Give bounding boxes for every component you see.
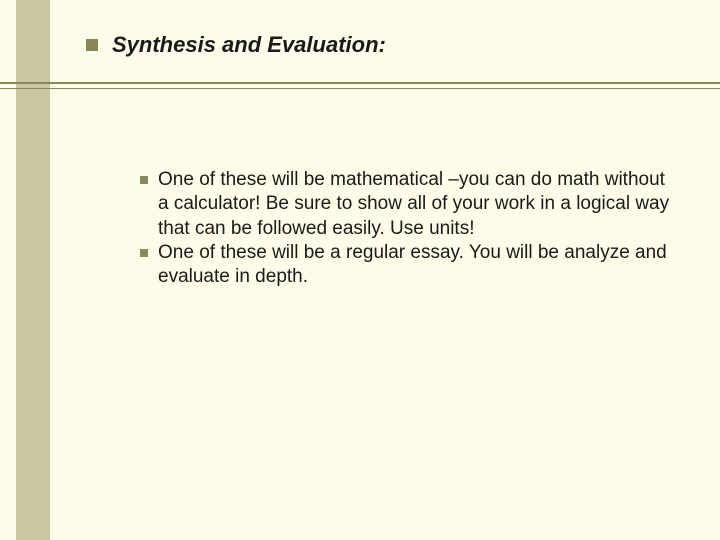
square-bullet-icon xyxy=(86,39,98,51)
divider-primary xyxy=(0,82,720,84)
sub-bullet-list: One of these will be mathematical –you c… xyxy=(140,168,670,290)
list-item: One of these will be a regular essay. Yo… xyxy=(140,241,670,290)
heading-text: Synthesis and Evaluation: xyxy=(112,32,386,58)
square-bullet-icon xyxy=(140,176,148,184)
list-item-text: One of these will be a regular essay. Yo… xyxy=(158,241,670,290)
square-bullet-icon xyxy=(140,249,148,257)
heading-row: Synthesis and Evaluation: xyxy=(86,32,386,58)
list-item: One of these will be mathematical –you c… xyxy=(140,168,670,241)
list-item-text: One of these will be mathematical –you c… xyxy=(158,168,670,241)
divider-secondary xyxy=(0,88,720,89)
slide-sidebar xyxy=(16,0,50,540)
slide: Synthesis and Evaluation: One of these w… xyxy=(0,0,720,540)
